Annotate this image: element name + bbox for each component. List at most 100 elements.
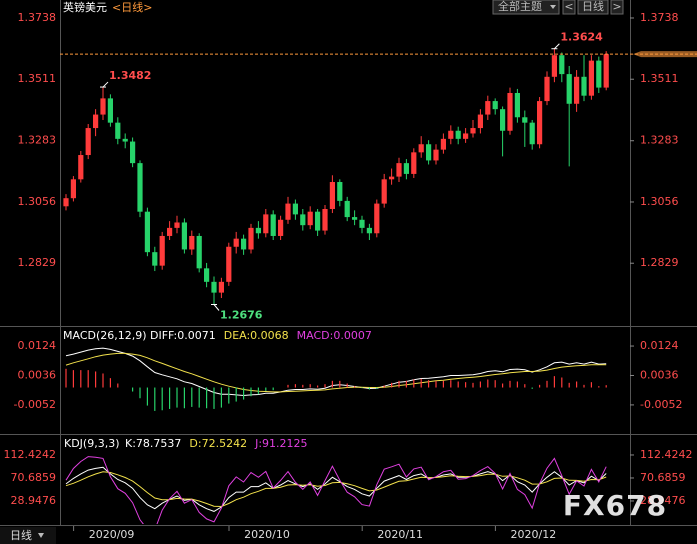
candle-body xyxy=(581,76,587,96)
x-tick-label: 2020/12 xyxy=(511,528,557,541)
candle-body xyxy=(544,76,550,102)
y-tick-label: 1.2829 xyxy=(18,256,57,269)
candle-body xyxy=(174,222,180,228)
candle-body xyxy=(93,114,99,129)
candle-body xyxy=(130,141,136,164)
indicator-line xyxy=(65,347,607,397)
candle-body xyxy=(366,227,372,234)
y-tick-label-right: 70.6859 xyxy=(640,471,686,484)
y-tick-label-right: 1.3738 xyxy=(640,11,679,24)
x-tick-label: 2020/11 xyxy=(377,528,423,541)
period-button-label[interactable]: 日线 xyxy=(582,0,604,13)
candle-body xyxy=(159,235,165,266)
instrument-title: 英镑美元 xyxy=(63,0,107,14)
last-price-marker xyxy=(633,51,697,58)
theme-button-label[interactable]: 全部主题 xyxy=(498,0,542,13)
candle-body xyxy=(292,203,298,215)
extreme-label: 1.3482 xyxy=(109,69,151,82)
candle-body xyxy=(181,222,187,250)
candle-body xyxy=(285,203,291,220)
candle-body xyxy=(278,219,284,236)
candle-body xyxy=(588,60,594,96)
candle-body xyxy=(551,55,557,77)
x-tick-label: 2020/09 xyxy=(89,528,135,541)
candle-body xyxy=(463,133,469,139)
candle-body xyxy=(352,217,358,220)
extreme-leader xyxy=(102,81,109,88)
extreme-leader xyxy=(554,43,560,50)
candle-body xyxy=(85,128,91,156)
candle-body xyxy=(307,211,313,226)
candle-body xyxy=(152,252,158,266)
candle-body xyxy=(559,55,565,75)
candle-body xyxy=(226,246,232,282)
candle-body xyxy=(322,208,328,231)
period-selector-arrow[interactable] xyxy=(38,533,44,538)
candle-body xyxy=(448,130,454,139)
candle-body xyxy=(396,163,402,177)
candle-body xyxy=(470,128,476,134)
legend-entry: D:72.5242 xyxy=(189,437,247,450)
legend-entry: J:91.2125 xyxy=(254,437,307,450)
period-selector-label[interactable]: 日线 xyxy=(10,528,32,542)
candle-body xyxy=(70,179,76,199)
candle-body xyxy=(566,74,572,104)
candle-body xyxy=(477,114,483,129)
y-tick-label: 70.6859 xyxy=(11,471,57,484)
y-tick-label-right: 112.4242 xyxy=(640,448,693,461)
candle-body xyxy=(211,281,217,293)
candle-body xyxy=(440,138,446,150)
candle-body xyxy=(315,211,321,231)
candle-body xyxy=(455,130,461,139)
y-tick-label: 1.3511 xyxy=(18,72,57,85)
candle-body xyxy=(596,60,602,88)
candle-body xyxy=(359,219,365,228)
y-tick-label: -0.0052 xyxy=(14,398,56,411)
next-button[interactable] xyxy=(610,0,624,15)
prev-button[interactable] xyxy=(562,0,576,15)
candle-body xyxy=(381,179,387,204)
candle-body xyxy=(411,152,417,174)
macd-title: MACD(26,12,9) xyxy=(63,329,147,342)
candle-body xyxy=(389,176,395,180)
candle-body xyxy=(167,227,173,236)
candle-body xyxy=(537,101,543,145)
legend-entry: K:78.7537 xyxy=(125,437,181,450)
candle-body xyxy=(218,281,224,293)
prev-button-label[interactable]: < xyxy=(564,0,573,13)
y-tick-label: 1.3738 xyxy=(18,11,57,24)
candle-body xyxy=(485,101,491,115)
candle-body xyxy=(137,163,143,212)
candle-body xyxy=(514,92,520,118)
legend-entry: MACD:0.0007 xyxy=(297,329,372,342)
candle-body xyxy=(263,214,269,234)
plot-area xyxy=(63,48,609,305)
candle-body xyxy=(574,76,580,104)
candle-body xyxy=(403,163,409,174)
legend-entry: DEA:0.0068 xyxy=(224,329,289,342)
theme-button[interactable] xyxy=(492,0,560,15)
dropdown-arrow[interactable] xyxy=(550,5,556,9)
candle-body xyxy=(63,198,69,207)
candle-body xyxy=(144,211,150,253)
period-selector[interactable] xyxy=(0,527,56,544)
period-button[interactable] xyxy=(577,0,609,15)
y-tick-label-right: -0.0052 xyxy=(640,398,682,411)
candle-body xyxy=(418,144,424,153)
y-tick-label: 0.0124 xyxy=(18,339,57,352)
y-tick-label: 1.3056 xyxy=(18,195,57,208)
next-button-label[interactable]: > xyxy=(612,0,621,13)
candle-body xyxy=(492,101,498,110)
candle-body xyxy=(529,122,535,145)
y-tick-label-right: 1.3283 xyxy=(640,134,679,147)
y-tick-label-right: 0.0036 xyxy=(640,368,679,381)
candle-body xyxy=(255,227,261,234)
candle-body xyxy=(248,227,254,250)
plot-area xyxy=(65,456,607,524)
candle-body xyxy=(507,92,513,131)
y-tick-label: 28.9476 xyxy=(11,494,57,507)
y-tick-label: 1.3283 xyxy=(18,134,57,147)
candle-body xyxy=(433,149,439,161)
